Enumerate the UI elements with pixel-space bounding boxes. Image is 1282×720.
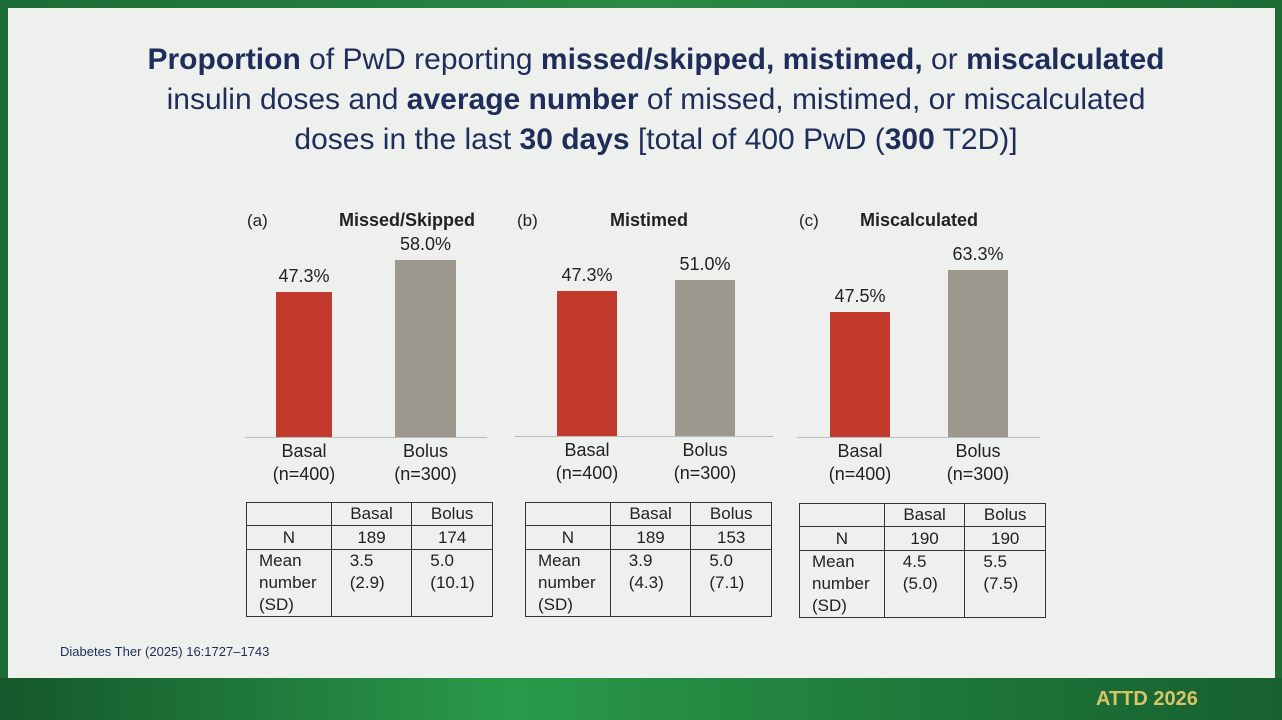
title-line: Proportion of PwD reporting missed/skipp…: [0, 40, 1282, 80]
title-run: miscalculated: [966, 43, 1165, 76]
x-tick-label: Bolus: [955, 441, 1001, 461]
table-cell: 5.0 (10.1): [411, 549, 493, 617]
table-corner: [799, 503, 885, 527]
table-row: Mean number (SD) 3.9 (4.3) 5.0 (7.1): [525, 549, 772, 617]
row-label: Mean number (SD): [246, 549, 332, 617]
baseline: [245, 437, 487, 438]
title-run: missed/skipped, mistimed,: [540, 43, 923, 76]
x-tick-sublabel: (n=300): [946, 464, 1010, 484]
title-run: Proportion: [147, 43, 301, 76]
bar: [948, 269, 1008, 437]
x-tick-label: Basal: [281, 441, 327, 461]
table-row: Mean number (SD) 4.5 (5.0) 5.5 (7.5): [799, 550, 1046, 618]
table-row: N 190 190: [799, 526, 1046, 551]
chart-title: Mistimed: [609, 210, 688, 230]
title-run: T2D)]: [934, 123, 1018, 156]
x-tick-label: Bolus: [682, 440, 728, 460]
table-cell: 189: [330, 525, 413, 550]
x-tick-sublabel: (n=300): [394, 464, 457, 484]
table-cell: 3.5 (2.9): [330, 549, 413, 617]
footer-label: ATTD 2026: [1096, 688, 1198, 710]
title-line: insulin doses and average number of miss…: [0, 80, 1282, 120]
table-row: Mean number (SD) 3.5 (2.9) 5.0 (10.1): [246, 549, 493, 617]
row-label: Mean number (SD): [525, 549, 611, 617]
table-row: N 189 174: [246, 525, 493, 550]
x-tick-sublabel: (n=300): [673, 463, 737, 483]
baseline: [797, 437, 1040, 438]
table-cell: 190: [883, 526, 966, 551]
value-label: 47.3%: [561, 265, 613, 286]
data-table: Basal Bolus N 190 190 Mean number (SD) 4.5 (5.…: [799, 503, 1046, 618]
table-cell: 5.5 (7.5): [964, 550, 1046, 618]
row-label: N: [799, 526, 885, 551]
column-header: Bolus: [411, 502, 493, 526]
table-header-row: Basal Bolus: [246, 502, 493, 526]
chart-title: Missed/Skipped: [338, 210, 476, 230]
column-header: Bolus: [690, 502, 772, 526]
title-run: insulin doses and: [166, 83, 407, 116]
column-header: Basal: [609, 502, 692, 526]
x-tick-label: Bolus: [402, 441, 449, 461]
value-label: 63.3%: [952, 243, 1004, 264]
title-run: or: [922, 43, 967, 76]
title-run: of PwD reporting: [300, 43, 541, 76]
table-corner: [525, 502, 611, 526]
table-cell: 4.5 (5.0): [883, 550, 966, 618]
slide-title: Proportion of PwD reporting missed/skipp…: [0, 40, 1282, 160]
column-header: Basal: [883, 503, 966, 527]
table-cell: 174: [411, 525, 493, 550]
table-cell: 153: [690, 525, 772, 550]
citation: Diabetes Ther (2025) 16:1727–1743: [60, 644, 270, 659]
footer-band: [0, 678, 1282, 720]
title-run: doses in the last: [294, 123, 520, 156]
table-header-row: Basal Bolus: [799, 503, 1046, 527]
x-tick-label: Basal: [564, 440, 610, 460]
row-label: N: [525, 525, 611, 550]
value-label: 47.5%: [834, 285, 886, 306]
column-header: Basal: [330, 502, 413, 526]
table-cell: 189: [609, 525, 692, 550]
bar: [830, 311, 890, 437]
bar: [557, 291, 617, 436]
x-tick-label: Basal: [837, 441, 883, 461]
row-label: N: [246, 525, 332, 550]
title-line: doses in the last 30 days [total of 400 …: [0, 120, 1282, 160]
value-label: 47.3%: [278, 266, 330, 287]
value-label: 51.0%: [679, 253, 731, 274]
table-header-row: Basal Bolus: [525, 502, 772, 526]
table-cell: 3.9 (4.3): [609, 549, 692, 617]
baseline: [515, 436, 773, 437]
x-tick-sublabel: (n=400): [828, 464, 892, 484]
chart-title: Miscalculated: [859, 210, 979, 230]
bar: [276, 292, 332, 437]
table-cell: 190: [964, 526, 1046, 551]
title-run: average number: [406, 83, 639, 116]
panel-label: (b): [517, 211, 538, 230]
title-run: 300: [884, 123, 935, 156]
title-run: 30 days: [519, 123, 630, 156]
x-tick-sublabel: (n=400): [555, 463, 619, 483]
bar: [675, 279, 735, 436]
panel-label: (c): [799, 211, 819, 230]
column-header: Bolus: [964, 503, 1046, 527]
table-corner: [246, 502, 332, 526]
title-run: [total of 400 PwD (: [629, 123, 885, 156]
title-run: of missed, mistimed, or miscalculated: [638, 83, 1146, 116]
value-label: 58.0%: [399, 233, 452, 254]
panel-label: (a): [247, 211, 268, 230]
x-tick-sublabel: (n=400): [272, 464, 336, 484]
data-table: Basal Bolus N 189 174 Mean number (SD) 3.5 (2.…: [246, 502, 493, 617]
row-label: Mean number (SD): [799, 550, 885, 618]
bar: [395, 259, 456, 437]
data-table: Basal Bolus N 189 153 Mean number (SD) 3.9 (4.…: [525, 502, 772, 617]
table-row: N 189 153: [525, 525, 772, 550]
table-cell: 5.0 (7.1): [690, 549, 772, 617]
